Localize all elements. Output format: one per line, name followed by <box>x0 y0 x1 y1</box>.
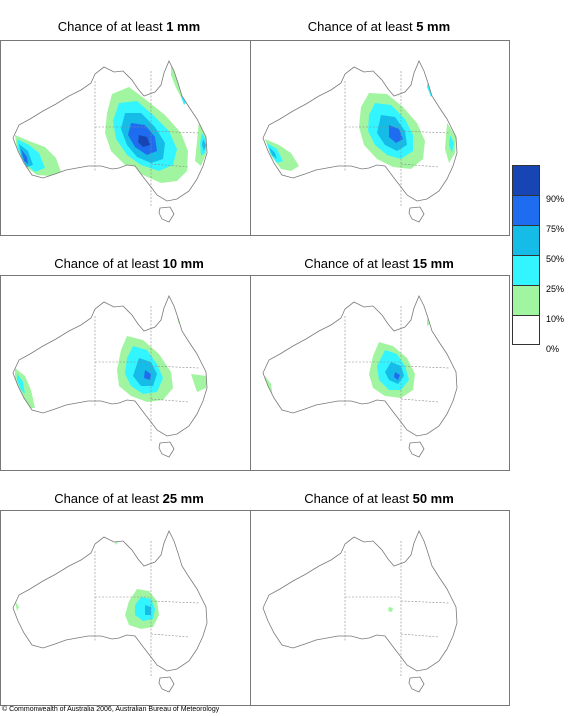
probability-legend <box>512 165 540 345</box>
tasmania <box>158 676 175 693</box>
map-panel-5mm <box>250 40 510 236</box>
panel-title-5mm: Chance of at least 5 mm <box>250 19 508 34</box>
mainland-land <box>13 531 207 671</box>
legend-label-50: 50% <box>546 254 565 264</box>
australia-map <box>262 295 458 458</box>
australia-map <box>12 295 208 458</box>
tasmania <box>408 441 425 458</box>
shading-region <box>17 139 45 172</box>
shading-region <box>144 370 151 380</box>
state-border <box>150 163 190 168</box>
state-border <box>150 130 200 134</box>
shading-region <box>385 362 404 384</box>
shading-region <box>449 135 454 153</box>
panel-title-prefix: Chance of at least <box>54 491 159 506</box>
shading-region <box>202 139 206 151</box>
state-border <box>400 600 450 604</box>
coastline <box>12 60 208 202</box>
state-border <box>400 398 440 403</box>
legend-label-10: 10% <box>546 314 565 324</box>
shading-region <box>269 147 277 159</box>
state-border <box>150 633 190 638</box>
state-border <box>150 398 190 403</box>
shading-region <box>21 149 28 164</box>
australia-map <box>12 530 208 693</box>
probability-shading <box>388 607 393 612</box>
map-panel-10mm <box>0 275 260 471</box>
panel-title-amount: 15 mm <box>412 256 454 271</box>
coastline <box>12 295 208 437</box>
map-panel-1mm <box>0 40 260 236</box>
tasmania <box>408 206 425 223</box>
shading-region <box>145 605 151 615</box>
legend-swatch-50 <box>512 225 540 255</box>
legend-label-90: 90% <box>546 194 565 204</box>
legend-swatch-90 <box>512 165 540 195</box>
panel-title-prefix: Chance of at least <box>304 491 409 506</box>
shading-region <box>388 607 393 612</box>
shading-region <box>427 318 430 326</box>
state-border <box>150 365 200 369</box>
australia-map <box>262 530 458 693</box>
mainland-land <box>263 531 457 671</box>
state-border <box>400 633 440 638</box>
mainland-land <box>263 296 457 436</box>
panel-title-10mm: Chance of at least 10 mm <box>0 256 258 271</box>
map-panel-25mm <box>0 510 260 706</box>
shading-region <box>389 125 403 143</box>
shading-region <box>15 601 19 611</box>
state-border <box>400 163 440 168</box>
australia-map <box>12 60 208 223</box>
coastline <box>262 60 458 202</box>
probability-shading <box>15 537 159 629</box>
legend-label-75: 75% <box>546 224 565 234</box>
tasmania <box>408 676 425 693</box>
tasmania <box>158 441 175 458</box>
map-panel-15mm <box>250 275 510 471</box>
state-border <box>150 600 200 604</box>
panel-title-25mm: Chance of at least 25 mm <box>0 491 258 506</box>
shading-region <box>17 373 25 394</box>
coastline <box>262 530 458 672</box>
legend-swatch-10 <box>512 285 540 315</box>
legend-label-25: 25% <box>546 284 565 294</box>
shading-region <box>394 372 400 380</box>
panel-title-50mm: Chance of at least 50 mm <box>250 491 508 506</box>
legend-swatch-75 <box>512 195 540 225</box>
state-border <box>400 365 450 369</box>
legend-swatch-25 <box>512 255 540 285</box>
copyright-footer: © Commonwealth of Australia 2006, Austra… <box>2 706 220 713</box>
panel-title-amount: 25 mm <box>162 491 204 506</box>
legend-label-0: 0% <box>546 344 560 354</box>
panel-title-prefix: Chance of at least <box>57 19 163 34</box>
australia-map <box>262 60 458 223</box>
panel-title-15mm: Chance of at least 15 mm <box>250 256 508 271</box>
panel-title-prefix: Chance of at least <box>307 19 413 34</box>
panel-title-amount: 1 mm <box>166 19 201 34</box>
shading-region <box>191 374 207 392</box>
panel-title-amount: 5 mm <box>416 19 451 34</box>
panel-title-amount: 10 mm <box>162 256 204 271</box>
probability-shading <box>15 314 207 408</box>
tasmania <box>158 206 175 223</box>
shading-region <box>19 144 33 167</box>
shading-region <box>138 135 150 147</box>
mainland-land <box>13 296 207 436</box>
panel-title-1mm: Chance of at least 1 mm <box>0 19 258 34</box>
map-panel-50mm <box>250 510 510 706</box>
coastline <box>262 295 458 437</box>
panel-title-prefix: Chance of at least <box>304 256 409 271</box>
legend-swatch-0 <box>512 315 540 345</box>
panel-title-prefix: Chance of at least <box>54 256 159 271</box>
panel-title-amount: 50 mm <box>412 491 454 506</box>
state-border <box>400 130 450 134</box>
coastline <box>12 530 208 672</box>
